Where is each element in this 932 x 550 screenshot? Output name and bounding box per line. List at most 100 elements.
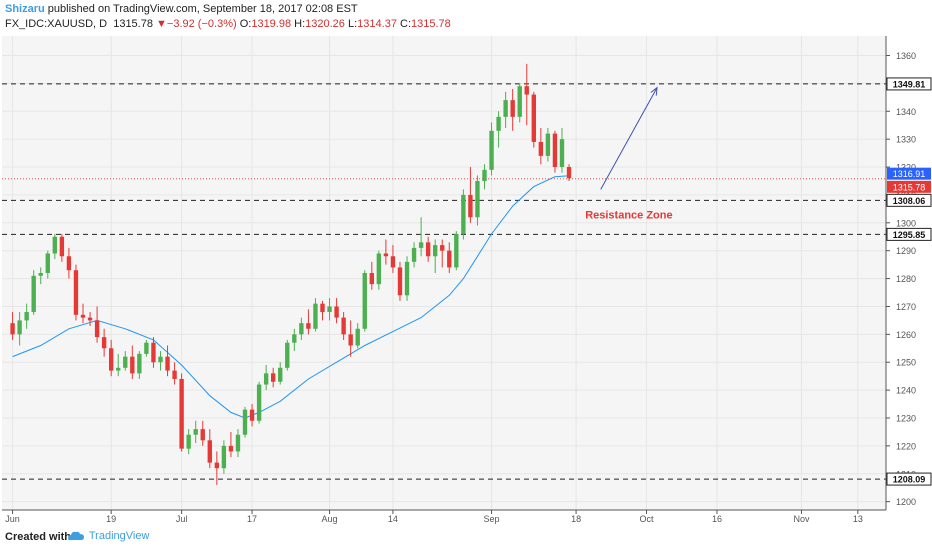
candle-body xyxy=(108,348,114,371)
candle-body xyxy=(116,367,121,371)
price-axis-background xyxy=(886,36,932,510)
moving-average-line xyxy=(12,175,570,419)
candle-body xyxy=(327,306,332,313)
candle-body xyxy=(214,462,220,469)
candle-body xyxy=(249,409,255,421)
time-tick-label: Aug xyxy=(322,514,338,524)
candle-body xyxy=(418,242,424,248)
candle-body xyxy=(306,323,311,329)
time-tick-label: Oct xyxy=(640,514,655,524)
candle-body xyxy=(158,356,163,363)
candle-body xyxy=(531,94,536,142)
candle-body xyxy=(278,367,283,382)
candle-body xyxy=(454,233,459,268)
time-tick-label: 16 xyxy=(712,514,722,524)
price-tick-label: 1240 xyxy=(896,386,916,396)
candle-body xyxy=(144,342,149,354)
time-tick-label: 13 xyxy=(853,514,863,524)
candle-body xyxy=(45,253,50,273)
price-tick-label: 1250 xyxy=(896,358,916,368)
open-label: O: xyxy=(239,18,252,30)
price-tick-label: 1230 xyxy=(896,413,916,423)
candle-body xyxy=(383,253,389,257)
candle-body xyxy=(397,267,403,296)
price-tick-label: 1200 xyxy=(896,497,916,507)
level-price-tag xyxy=(886,77,932,91)
created-with-label: Created with xyxy=(5,531,72,543)
candle-body xyxy=(313,303,318,329)
candle-body xyxy=(503,100,508,117)
horizontal-levels xyxy=(2,83,886,480)
price-tick-label: 1320 xyxy=(896,163,916,173)
candle-body xyxy=(489,130,494,170)
price-tick-label: 1220 xyxy=(896,441,916,451)
price-tick-label: 1330 xyxy=(896,135,916,145)
price-tick-label: 1360 xyxy=(896,51,916,61)
candle-body xyxy=(101,337,107,349)
candle-body xyxy=(59,236,65,257)
level-price-label: 1349.81 xyxy=(893,79,926,89)
high-value: 1320.26 xyxy=(305,18,345,30)
footer: Created with TradingView xyxy=(0,528,932,550)
candle-body xyxy=(433,245,438,257)
candle-body xyxy=(10,323,15,335)
candle-body xyxy=(348,334,353,346)
time-axis[interactable]: Jun 19 Jul 17 Aug 14 Sep 18 Oct 16 Nov 13 xyxy=(2,509,886,528)
candle-body xyxy=(193,429,198,435)
candle-body xyxy=(172,370,177,379)
candle-body xyxy=(524,86,529,95)
candle-body xyxy=(221,445,227,469)
moving-average-path xyxy=(12,175,570,419)
high-label: H: xyxy=(294,18,306,30)
time-tick-label: 17 xyxy=(247,514,257,524)
candle-body xyxy=(566,167,572,179)
price-tick-label: 1270 xyxy=(896,302,916,312)
candle-body xyxy=(80,314,86,318)
price-tag xyxy=(887,167,931,180)
candle-body xyxy=(17,320,22,335)
candle-body xyxy=(31,275,36,313)
candle-body xyxy=(411,247,417,262)
candle-body xyxy=(87,317,93,321)
candle-body xyxy=(242,409,248,435)
chart-header: Shizaru published on TradingView.com, Se… xyxy=(0,0,932,36)
candle-body xyxy=(559,139,565,168)
resistance-zone-label: Resistance Zone xyxy=(585,210,672,222)
candle-body xyxy=(94,320,100,338)
author-name[interactable]: Shizaru xyxy=(5,3,45,15)
candle-body xyxy=(545,133,551,156)
candle-body xyxy=(496,116,501,131)
time-tick-label: Jul xyxy=(176,514,188,524)
candle-body xyxy=(73,270,79,315)
price-tag xyxy=(887,180,931,193)
candle-body xyxy=(461,194,466,234)
price-tag-label: 1315.78 xyxy=(893,182,926,192)
candle-body xyxy=(376,253,382,285)
level-price-label: 1308.06 xyxy=(893,196,926,206)
close-value: 1315.78 xyxy=(411,18,451,30)
plot-area[interactable] xyxy=(2,36,886,510)
candle-body xyxy=(510,100,515,117)
candle-body xyxy=(137,353,142,374)
price-chart[interactable]: Resistance Zone 120012101220123012401250… xyxy=(0,0,932,528)
time-axis-background xyxy=(2,510,886,528)
change-arrow-icon: ▼ xyxy=(156,18,167,30)
tradingview-brand[interactable]: TradingView xyxy=(68,530,149,542)
price-axis[interactable]: 1200121012201230124012501260127012801290… xyxy=(885,36,932,510)
published-text: published on TradingView.com, September … xyxy=(47,3,358,15)
candle-body xyxy=(200,429,205,441)
candle-body xyxy=(440,245,445,251)
candle-body xyxy=(475,180,480,218)
candle-body xyxy=(263,373,269,385)
symbol-label[interactable]: FX_IDC:XAUUSD, D xyxy=(5,18,108,30)
last-price: 1315.78 xyxy=(113,18,153,30)
cloud-logo-icon xyxy=(68,531,84,541)
candle-body xyxy=(292,334,297,343)
price-tick-label: 1290 xyxy=(896,246,916,256)
price-tick-label: 1300 xyxy=(896,218,916,228)
candle-body xyxy=(271,373,276,382)
candle-body xyxy=(447,250,452,268)
trend-arrow-head-icon xyxy=(650,86,658,96)
low-value: 1314.37 xyxy=(357,18,397,30)
candle-body xyxy=(538,141,544,156)
